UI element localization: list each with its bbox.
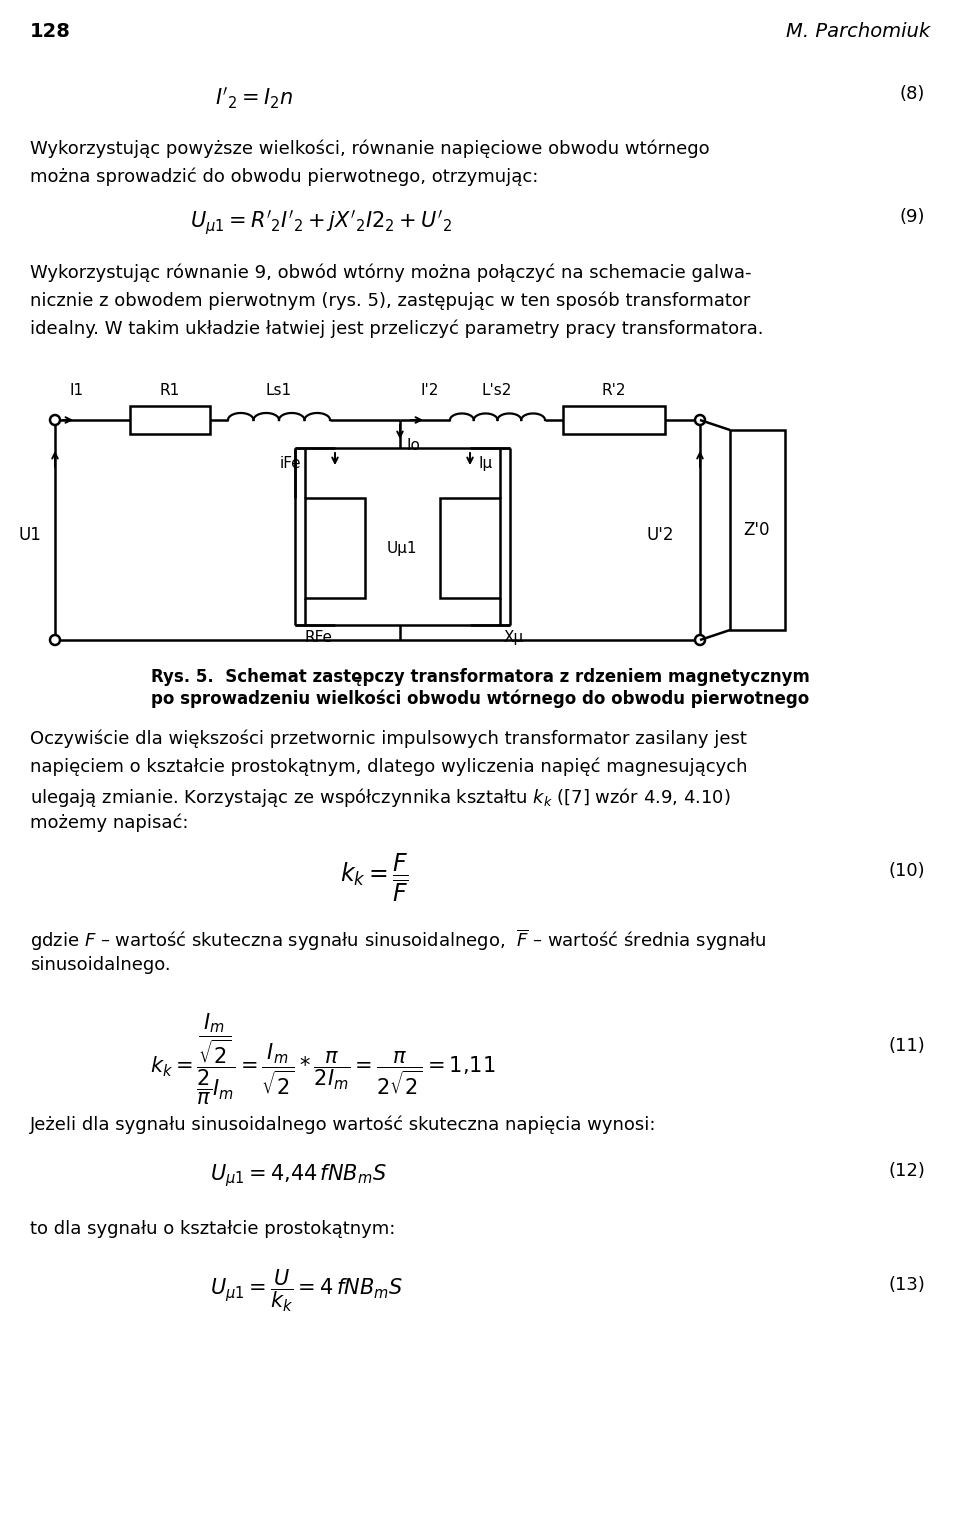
Text: Io: Io (407, 439, 420, 453)
Text: M. Parchomiuk: M. Parchomiuk (786, 21, 930, 41)
Text: Wykorzystując powyższe wielkości, równanie napięciowe obwodu wtórnego: Wykorzystując powyższe wielkości, równan… (30, 140, 709, 158)
Text: ulegają zmianie. Korzystając ze współczynnika kształtu $k_k$ ([7] wzór 4.9, 4.10: ulegają zmianie. Korzystając ze współczy… (30, 785, 731, 808)
Text: $k_k = \dfrac{F}{\overline{F}}$: $k_k = \dfrac{F}{\overline{F}}$ (340, 851, 409, 905)
Bar (563, 407, 665, 434)
Text: to dla sygnału o kształcie prostokątnym:: to dla sygnału o kształcie prostokątnym: (30, 1220, 396, 1238)
Text: Ls1: Ls1 (266, 384, 292, 397)
Text: napięciem o kształcie prostokątnym, dlatego wyliczenia napięć magnesujących: napięciem o kształcie prostokątnym, dlat… (30, 758, 748, 776)
Text: U'2: U'2 (646, 526, 674, 545)
Text: po sprowadzeniu wielkości obwodu wtórnego do obwodu pierwotnego: po sprowadzeniu wielkości obwodu wtórneg… (151, 690, 809, 709)
Text: I1: I1 (70, 384, 84, 397)
Text: RFe: RFe (305, 630, 333, 644)
Text: Iµ: Iµ (478, 456, 492, 471)
Bar (440, 499, 500, 598)
Text: L's2: L's2 (482, 384, 513, 397)
Text: Jeżeli dla sygnału sinusoidalnego wartość skuteczna napięcia wynosi:: Jeżeli dla sygnału sinusoidalnego wartoś… (30, 1115, 657, 1134)
Text: R'2: R'2 (602, 384, 626, 397)
Text: gdzie $F$ – wartość skuteczna sygnału sinusoidalnego,  $\overline{F}$ – wartość : gdzie $F$ – wartość skuteczna sygnału si… (30, 928, 766, 954)
Text: Uµ1: Uµ1 (387, 540, 418, 555)
Text: (10): (10) (888, 862, 925, 881)
Text: Oczywiście dla większości przetwornic impulsowych transformator zasilany jest: Oczywiście dla większości przetwornic im… (30, 730, 747, 749)
Text: $U_{\mu 1} = 4{,}44\, fNB_m S$: $U_{\mu 1} = 4{,}44\, fNB_m S$ (210, 1161, 387, 1189)
Text: I'2: I'2 (420, 384, 439, 397)
Text: Rys. 5.  Schemat zastępczy transformatora z rdzeniem magnetycznym: Rys. 5. Schemat zastępczy transformatora… (151, 667, 809, 686)
Text: Wykorzystując równanie 9, obwód wtórny można połączyć na schemacie galwa-: Wykorzystując równanie 9, obwód wtórny m… (30, 264, 752, 282)
Text: $U_{\mu 1} = R'_2 I'_2 + jX'_2 I2_2 + U'_2$: $U_{\mu 1} = R'_2 I'_2 + jX'_2 I2_2 + U'… (190, 209, 452, 236)
Text: R1: R1 (160, 384, 180, 397)
Text: Xµ: Xµ (504, 630, 524, 644)
Text: $U_{\mu 1} = \dfrac{U}{k_k} = 4\, fNB_m S$: $U_{\mu 1} = \dfrac{U}{k_k} = 4\, fNB_m … (210, 1269, 403, 1315)
Text: możemy napisać:: możemy napisać: (30, 815, 188, 833)
Text: (12): (12) (888, 1161, 925, 1180)
Text: Z'0: Z'0 (744, 522, 770, 538)
Text: można sprowadzić do obwodu pierwotnego, otrzymując:: można sprowadzić do obwodu pierwotnego, … (30, 169, 539, 187)
Bar (730, 430, 785, 630)
Text: idealny. W takim układzie łatwiej jest przeliczyć parametry pracy transformatora: idealny. W takim układzie łatwiej jest p… (30, 321, 763, 339)
Text: $k_k = \dfrac{\dfrac{I_m}{\sqrt{2}}}{\dfrac{2}{\pi}I_m} = \dfrac{I_m}{\sqrt{2}} : $k_k = \dfrac{\dfrac{I_m}{\sqrt{2}}}{\df… (150, 1012, 495, 1108)
Bar (130, 407, 210, 434)
Text: (11): (11) (888, 1037, 925, 1055)
Text: $I'_2 = I_2 n$: $I'_2 = I_2 n$ (215, 84, 293, 110)
Text: sinusoidalnego.: sinusoidalnego. (30, 956, 171, 974)
Bar (305, 499, 365, 598)
Text: (13): (13) (888, 1276, 925, 1295)
Text: U1: U1 (18, 526, 41, 545)
Text: 128: 128 (30, 21, 71, 41)
Text: (8): (8) (900, 84, 925, 103)
Text: nicznie z obwodem pierwotnym (rys. 5), zastępując w ten sposób transformator: nicznie z obwodem pierwotnym (rys. 5), z… (30, 291, 751, 310)
Text: (9): (9) (900, 209, 925, 225)
Text: iFe: iFe (280, 456, 301, 471)
